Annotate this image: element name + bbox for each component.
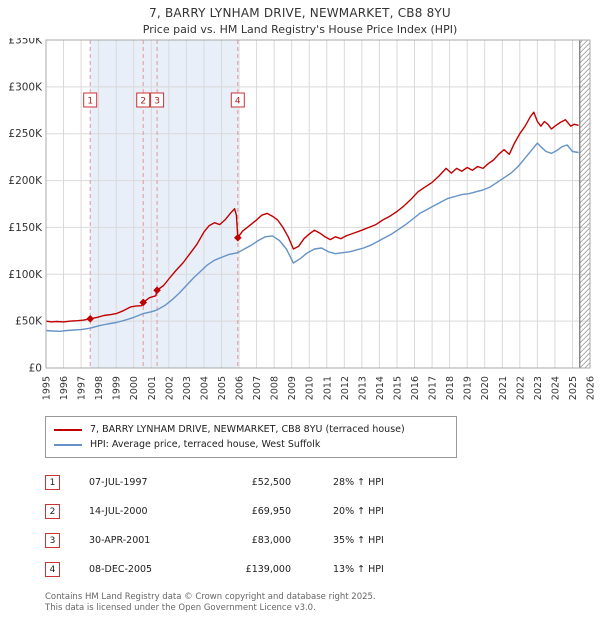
svg-text:2006: 2006	[235, 376, 246, 400]
svg-text:2020: 2020	[480, 376, 491, 400]
svg-text:2010: 2010	[305, 376, 316, 400]
legend-label-price: 7, BARRY LYNHAM DRIVE, NEWMARKET, CB8 8Y…	[90, 424, 405, 435]
sale-hpi-delta: 35% ↑ HPI	[333, 535, 384, 546]
sale-row: 4 08-DEC-2005 £139,000 13% ↑ HPI	[45, 555, 600, 584]
svg-text:2024: 2024	[550, 376, 561, 400]
svg-text:3: 3	[154, 97, 160, 107]
svg-text:2012: 2012	[340, 376, 351, 400]
svg-text:£300K: £300K	[8, 81, 43, 93]
svg-text:2018: 2018	[445, 376, 456, 400]
svg-text:2023: 2023	[533, 376, 544, 400]
footer: Contains HM Land Registry data © Crown c…	[45, 592, 600, 614]
svg-text:£250K: £250K	[8, 128, 43, 140]
legend-item-hpi: HPI: Average price, terraced house, West…	[54, 437, 448, 452]
sale-price: £139,000	[245, 564, 291, 575]
price-history-chart: 1 2 3 4 £0 £50K £100K £150K £200K £250K £300K £350K…	[8, 38, 597, 400]
svg-text:2004: 2004	[199, 376, 210, 400]
svg-text:2013: 2013	[357, 376, 368, 400]
svg-text:2011: 2011	[322, 376, 333, 400]
svg-text:1998: 1998	[94, 376, 105, 400]
hpi-line-swatch	[54, 443, 82, 446]
sale-row: 1 07-JUL-1997 £52,500 28% ↑ HPI	[45, 468, 600, 497]
svg-text:2014: 2014	[375, 376, 386, 400]
svg-text:2022: 2022	[515, 376, 526, 400]
legend-label-hpi: HPI: Average price, terraced house, West…	[90, 439, 321, 450]
svg-text:4: 4	[235, 97, 241, 107]
sale-number-badge: 1	[45, 475, 60, 490]
svg-text:2026: 2026	[586, 376, 597, 400]
sale-price: £52,500	[251, 477, 291, 488]
sales-table: 1 07-JUL-1997 £52,500 28% ↑ HPI 2 14-JUL-2000…	[45, 468, 600, 584]
svg-text:£350K: £350K	[8, 38, 43, 47]
legend-item-price: 7, BARRY LYNHAM DRIVE, NEWMARKET, CB8 8Y…	[54, 422, 448, 437]
sale-price: £83,000	[251, 535, 291, 546]
svg-text:2: 2	[140, 97, 146, 107]
sale-hpi-delta: 20% ↑ HPI	[333, 506, 384, 517]
svg-text:2015: 2015	[393, 376, 404, 400]
svg-text:2017: 2017	[428, 376, 439, 400]
svg-text:2008: 2008	[270, 376, 281, 400]
svg-text:2001: 2001	[147, 376, 158, 400]
sale-date: 14-JUL-2000	[89, 506, 148, 517]
svg-text:2019: 2019	[463, 376, 474, 400]
sale-number-badge: 2	[45, 504, 60, 519]
svg-text:1996: 1996	[59, 376, 70, 400]
svg-text:2003: 2003	[182, 376, 193, 400]
svg-text:1997: 1997	[77, 376, 88, 400]
sale-date: 08-DEC-2005	[89, 564, 153, 575]
svg-text:1999: 1999	[112, 376, 123, 400]
sale-row: 2 14-JUL-2000 £69,950 20% ↑ HPI	[45, 497, 600, 526]
svg-text:1: 1	[87, 97, 93, 107]
svg-text:2002: 2002	[164, 376, 175, 400]
chart-title: 7, BARRY LYNHAM DRIVE, NEWMARKET, CB8 8Y…	[149, 6, 451, 20]
sale-number-badge: 4	[45, 562, 60, 577]
svg-text:£50K: £50K	[15, 316, 43, 328]
svg-text:2016: 2016	[410, 376, 421, 400]
svg-text:£200K: £200K	[8, 175, 43, 187]
svg-text:2021: 2021	[498, 376, 509, 400]
sale-hpi-delta: 13% ↑ HPI	[333, 564, 384, 575]
svg-text:2000: 2000	[129, 376, 140, 400]
footer-line1: Contains HM Land Registry data © Crown c…	[45, 592, 376, 602]
svg-text:2025: 2025	[568, 376, 579, 400]
svg-text:£150K: £150K	[8, 222, 43, 234]
sale-number-badge: 3	[45, 533, 60, 548]
sale-date: 30-APR-2001	[89, 535, 151, 546]
chart-legend: 7, BARRY LYNHAM DRIVE, NEWMARKET, CB8 8Y…	[45, 416, 457, 458]
svg-text:1995: 1995	[42, 376, 53, 400]
svg-text:2007: 2007	[252, 376, 263, 400]
sale-price: £69,950	[251, 506, 291, 517]
svg-text:2005: 2005	[217, 376, 228, 400]
chart-subtitle: Price paid vs. HM Land Registry's House …	[142, 23, 458, 36]
price-line-swatch	[54, 428, 82, 431]
footer-line2: This data is licensed under the Open Gov…	[45, 603, 316, 614]
ownership-band	[90, 40, 238, 368]
svg-text:£100K: £100K	[8, 269, 43, 281]
sale-row: 3 30-APR-2001 £83,000 35% ↑ HPI	[45, 526, 600, 555]
sale-hpi-delta: 28% ↑ HPI	[333, 477, 384, 488]
svg-text:£0: £0	[29, 363, 42, 375]
sale-date: 07-JUL-1997	[89, 477, 148, 488]
svg-text:2009: 2009	[287, 376, 298, 400]
